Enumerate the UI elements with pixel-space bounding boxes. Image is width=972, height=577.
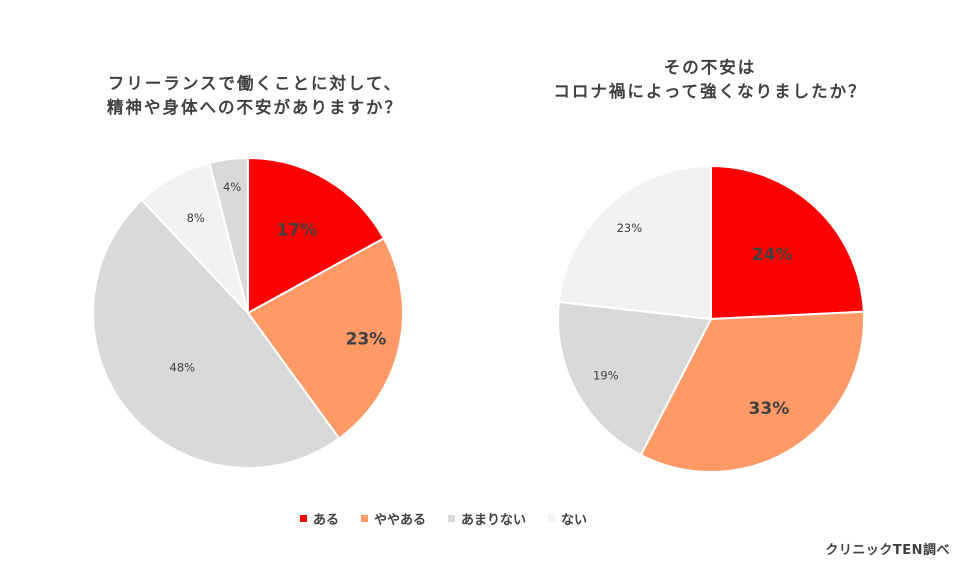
chart-title-left-line-1: フリーランスで働くことに対して、 [107,74,403,93]
chart-title-right-line-2: コロナ禍によって強くなりましたか？ [553,82,867,101]
pie-right-label-1: 33% [749,399,790,419]
legend-swatch-yayaaru [361,514,369,522]
pie-right-slice-2 [557,300,713,457]
pie-left-label-4: 4% [223,180,241,194]
legend-swatch-amarinai [448,514,456,522]
chart-title-left-line-2: 精神や身体への不安がありますか？ [107,98,403,117]
legend-label-yayaaru: ややある [374,512,427,528]
pie-left-label-1: 23% [346,329,387,349]
pie-left-label-3: 8% [187,211,205,225]
legend-label-amarinai: あまりない [461,512,527,528]
chart-title-left: フリーランスで働くことに対して、 精神や身体への不安がありますか？ [40,72,470,120]
pie-left-slice-1 [246,236,404,440]
legend-label-nai: ない [561,512,588,528]
legend-item-yayaaru: ややある [361,509,426,528]
chart-title-right-line-1: その不安は [663,58,757,77]
chart-title-right: その不安は コロナ禍によって強くなりましたか？ [490,56,930,104]
legend-swatch-aru [300,514,307,522]
pie-right-label-2: 19% [593,368,619,382]
pie-right-label-0: 24% [752,245,793,265]
pie-left-slice-0 [247,156,386,315]
legend-item-nai: ない [548,509,587,528]
pie-right: 24% 33% 19% 23% [557,164,865,473]
pie-right-label-3: 23% [617,221,643,235]
legend-item-aru: ある [300,509,339,528]
legend-item-amarinai: あまりない [448,509,526,528]
pie-left: 17% 23% 48% 8% 4% [92,156,404,469]
pie-right-slice-0 [710,164,865,321]
pie-left-slice-4 [208,156,249,314]
pie-left-slice-2 [92,198,341,469]
legend-swatch-nai [548,514,556,522]
pie-right-slice-1 [639,310,865,473]
pie-right-slice-3 [557,164,712,321]
pie-left-label-0: 17% [277,220,318,240]
pie-left-label-2: 48% [170,360,196,374]
chart-legend: ある ややある あまりない ない [300,506,672,530]
source-credit: クリニックTEN調べ [825,543,950,558]
legend-label-aru: ある [313,512,340,528]
